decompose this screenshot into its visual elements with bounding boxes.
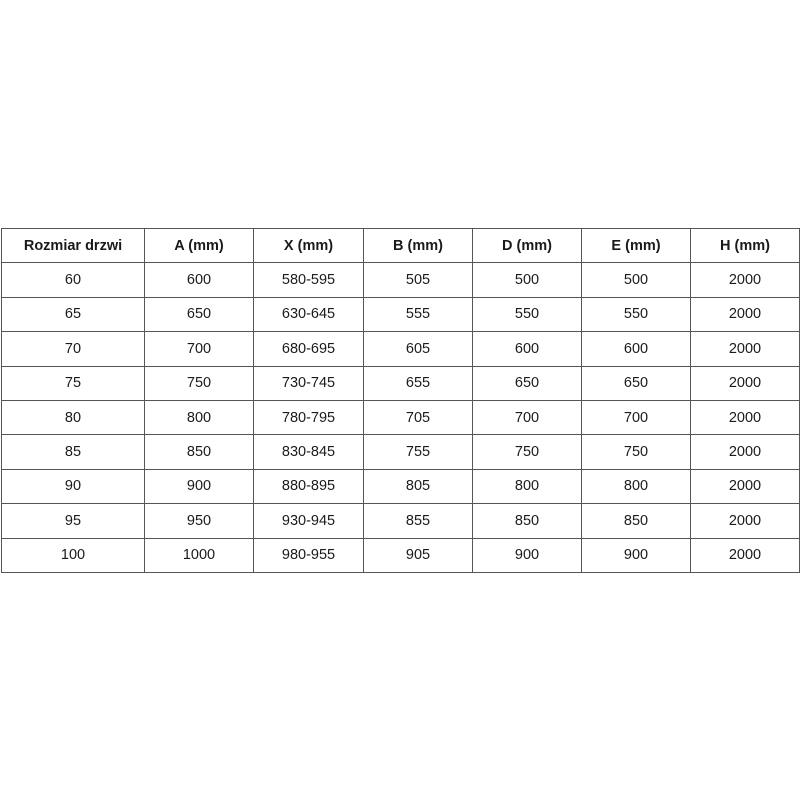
column-header: B (mm)	[363, 227, 473, 264]
table-row: 80 800 780-795 705 700 700 2000	[1, 399, 800, 436]
column-header: Rozmiar drzwi	[1, 227, 145, 264]
table-cell: 655	[363, 365, 473, 401]
column-header: A (mm)	[144, 227, 254, 264]
table-cell: 750	[581, 434, 691, 470]
table-cell: 2000	[690, 365, 800, 401]
table-row: 90 900 880-895 805 800 800 2000	[1, 468, 800, 505]
table-cell: 550	[472, 296, 582, 333]
table-cell: 880-895	[253, 468, 364, 505]
table-cell: 780-795	[253, 399, 364, 436]
table-cell: 900	[144, 468, 254, 505]
table-cell: 750	[144, 365, 254, 401]
table-row: 95 950 930-945 855 850 850 2000	[1, 503, 800, 539]
table-cell: 905	[363, 537, 473, 573]
dimensions-table: Rozmiar drzwi A (mm) X (mm) B (mm) D (mm) E (…	[1, 227, 800, 573]
table-row: 100 1000 980-955 905 900 900 2000	[1, 537, 800, 573]
table-row: 70 700 680-695 605 600 600 2000	[1, 331, 800, 367]
table-cell: 650	[144, 296, 254, 333]
table-cell: 930-945	[253, 503, 364, 539]
table-cell: 60	[1, 262, 145, 298]
table-cell: 500	[472, 262, 582, 298]
table-cell: 600	[144, 262, 254, 298]
table-cell: 805	[363, 468, 473, 505]
table-cell: 75	[1, 365, 145, 401]
table-cell: 850	[472, 503, 582, 539]
table-cell: 750	[472, 434, 582, 470]
table-cell: 2000	[690, 331, 800, 367]
table-cell: 505	[363, 262, 473, 298]
table-cell: 85	[1, 434, 145, 470]
table-cell: 580-595	[253, 262, 364, 298]
table-cell: 800	[144, 399, 254, 436]
table-cell: 70	[1, 331, 145, 367]
table-cell: 2000	[690, 503, 800, 539]
table-cell: 2000	[690, 296, 800, 333]
table-cell: 800	[472, 468, 582, 505]
table-cell: 500	[581, 262, 691, 298]
column-header: H (mm)	[690, 227, 800, 264]
table-cell: 600	[581, 331, 691, 367]
table-cell: 755	[363, 434, 473, 470]
table-cell: 830-845	[253, 434, 364, 470]
table-row: 60 600 580-595 505 500 500 2000	[1, 262, 800, 298]
table-cell: 95	[1, 503, 145, 539]
table-cell: 700	[472, 399, 582, 436]
table-cell: 700	[581, 399, 691, 436]
table-cell: 850	[144, 434, 254, 470]
column-header: D (mm)	[472, 227, 582, 264]
table-cell: 630-645	[253, 296, 364, 333]
table-row: 85 850 830-845 755 750 750 2000	[1, 434, 800, 470]
table-cell: 80	[1, 399, 145, 436]
table-row: 75 750 730-745 655 650 650 2000	[1, 365, 800, 401]
table-cell: 605	[363, 331, 473, 367]
table-cell: 900	[581, 537, 691, 573]
table-cell: 2000	[690, 399, 800, 436]
table-cell: 650	[472, 365, 582, 401]
table-cell: 2000	[690, 262, 800, 298]
table-cell: 850	[581, 503, 691, 539]
table-row: 65 650 630-645 555 550 550 2000	[1, 296, 800, 333]
column-header: E (mm)	[581, 227, 691, 264]
header-row: Rozmiar drzwi A (mm) X (mm) B (mm) D (mm) E (…	[1, 227, 800, 264]
table-cell: 550	[581, 296, 691, 333]
table-cell: 700	[144, 331, 254, 367]
table-cell: 100	[1, 537, 145, 573]
table-cell: 980-955	[253, 537, 364, 573]
table-cell: 705	[363, 399, 473, 436]
table-cell: 680-695	[253, 331, 364, 367]
table-cell: 2000	[690, 434, 800, 470]
table-cell: 90	[1, 468, 145, 505]
table-cell: 1000	[144, 537, 254, 573]
table-cell: 950	[144, 503, 254, 539]
table-cell: 65	[1, 296, 145, 333]
table-cell: 730-745	[253, 365, 364, 401]
table-cell: 600	[472, 331, 582, 367]
table-cell: 900	[472, 537, 582, 573]
table-cell: 855	[363, 503, 473, 539]
table-cell: 800	[581, 468, 691, 505]
table-cell: 2000	[690, 468, 800, 505]
table-cell: 2000	[690, 537, 800, 573]
table-cell: 555	[363, 296, 473, 333]
column-header: X (mm)	[253, 227, 364, 264]
table-cell: 650	[581, 365, 691, 401]
